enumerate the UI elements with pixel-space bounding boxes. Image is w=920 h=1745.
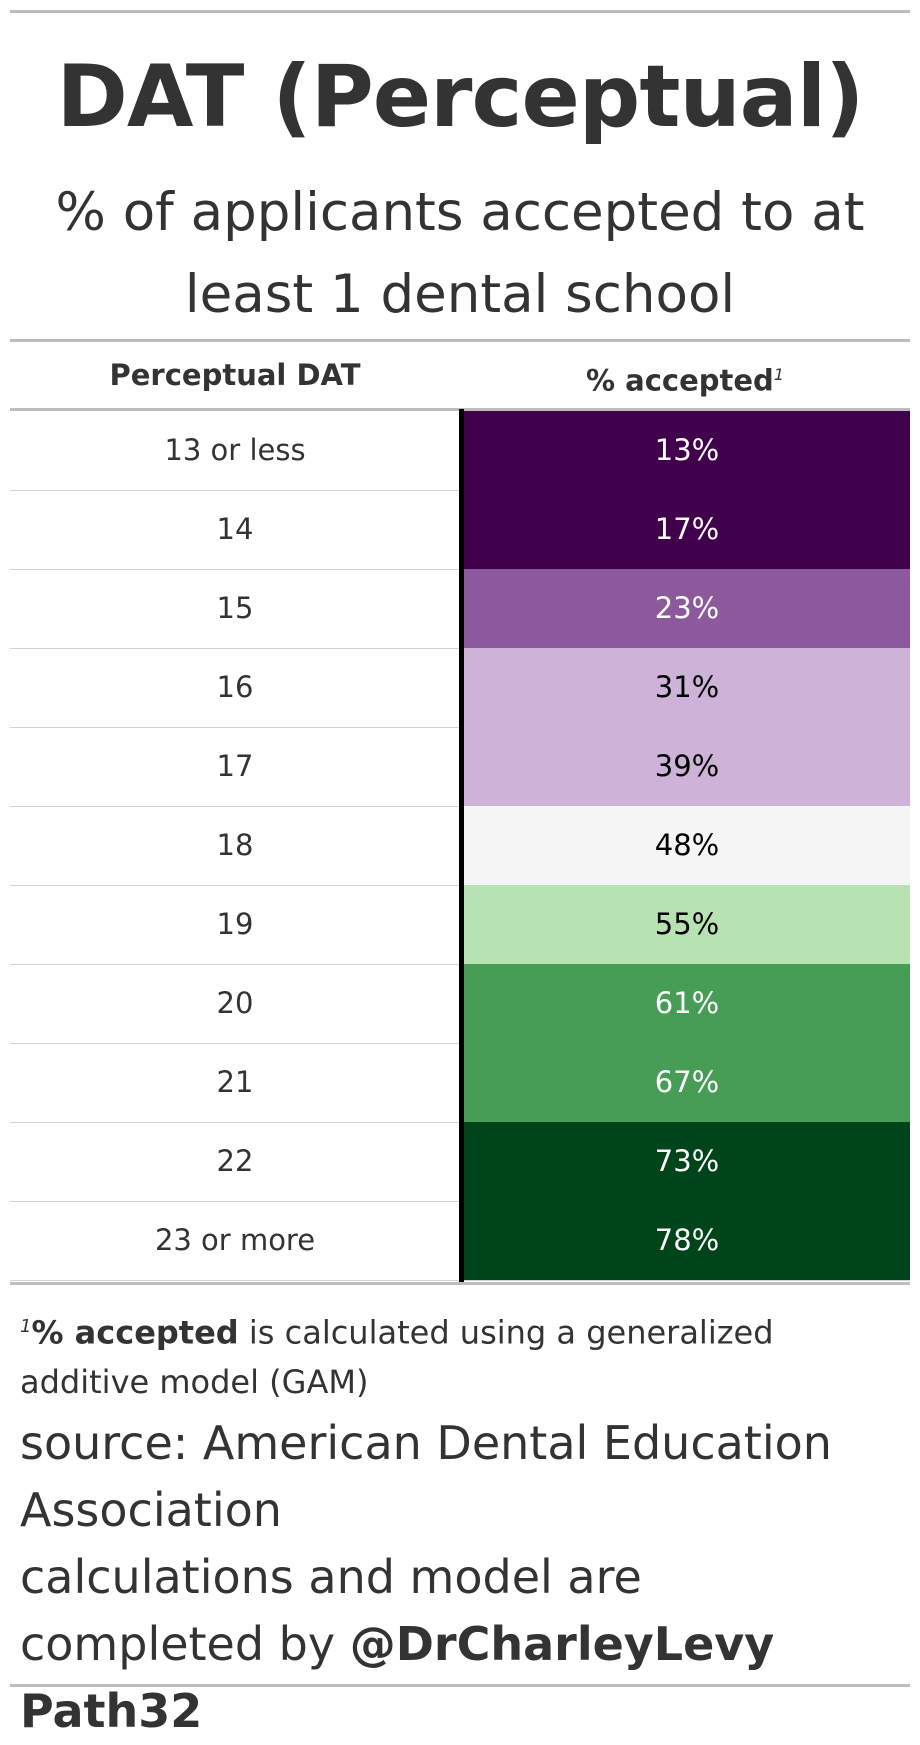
row-label: 14 <box>216 512 254 546</box>
top-rule <box>10 10 910 13</box>
row-label: 21 <box>216 1065 254 1099</box>
table-row: 13 or less 13% <box>10 411 910 491</box>
table-row: 22 73% <box>10 1122 910 1202</box>
credit-line: calculations and model are completed by <box>20 1550 642 1671</box>
source-caption: source: American Dental Education Associ… <box>20 1410 900 1745</box>
row-label: 22 <box>216 1144 254 1178</box>
table-row: 14 17% <box>10 490 910 570</box>
table-row: 18 48% <box>10 806 910 886</box>
column-header-percent-accepted: % accepted1 <box>460 352 910 398</box>
percent-accepted-cell: 78% <box>464 1201 910 1280</box>
row-label: 17 <box>216 749 254 783</box>
page-subtitle: % of applicants accepted to at least 1 d… <box>55 182 865 325</box>
column-divider <box>459 409 464 1282</box>
row-label: 20 <box>216 986 254 1020</box>
percent-accepted-cell: 48% <box>464 806 910 885</box>
percent-accepted-cell: 39% <box>464 727 910 806</box>
table-row: 21 67% <box>10 1043 910 1123</box>
footnote-marker: 1 <box>20 1316 32 1337</box>
row-label: 13 or less <box>164 433 306 467</box>
table-row: 15 23% <box>10 569 910 649</box>
source-line: source: American Dental Education Associ… <box>20 1416 832 1537</box>
footnote-text: is calculated using a generalized additi… <box>20 1313 774 1401</box>
percent-accepted-cell: 55% <box>464 885 910 964</box>
footnote-bold-term: % accepted <box>31 1313 239 1352</box>
bottom-rule <box>10 1684 910 1687</box>
table-row: 16 31% <box>10 648 910 728</box>
percent-accepted-cell: 23% <box>464 569 910 648</box>
table-bottom-rule <box>10 1282 910 1285</box>
footnote: 1% accepted is calculated using a genera… <box>20 1302 900 1407</box>
percent-accepted-cell: 31% <box>464 648 910 727</box>
table-row: 23 or more 78% <box>10 1201 910 1281</box>
footnote-marker: 1 <box>773 365 784 384</box>
percent-accepted-cell: 67% <box>464 1043 910 1122</box>
column-header-perceptual-dat: Perceptual DAT <box>10 352 460 398</box>
percent-accepted-cell: 73% <box>464 1122 910 1201</box>
row-label: 19 <box>216 907 254 941</box>
percent-accepted-cell: 13% <box>464 411 910 490</box>
column-header-label: Perceptual DAT <box>109 358 361 392</box>
percent-accepted-cell: 17% <box>464 490 910 569</box>
row-label: 23 or more <box>154 1223 316 1257</box>
row-label: 16 <box>216 670 254 704</box>
table-row: 20 61% <box>10 964 910 1044</box>
page-title: DAT (Perceptual) <box>56 47 865 147</box>
row-label: 18 <box>216 828 254 862</box>
column-header-label: % accepted <box>585 363 774 398</box>
percent-accepted-cell: 61% <box>464 964 910 1043</box>
row-label: 15 <box>216 591 254 625</box>
header-top-rule <box>10 339 910 342</box>
